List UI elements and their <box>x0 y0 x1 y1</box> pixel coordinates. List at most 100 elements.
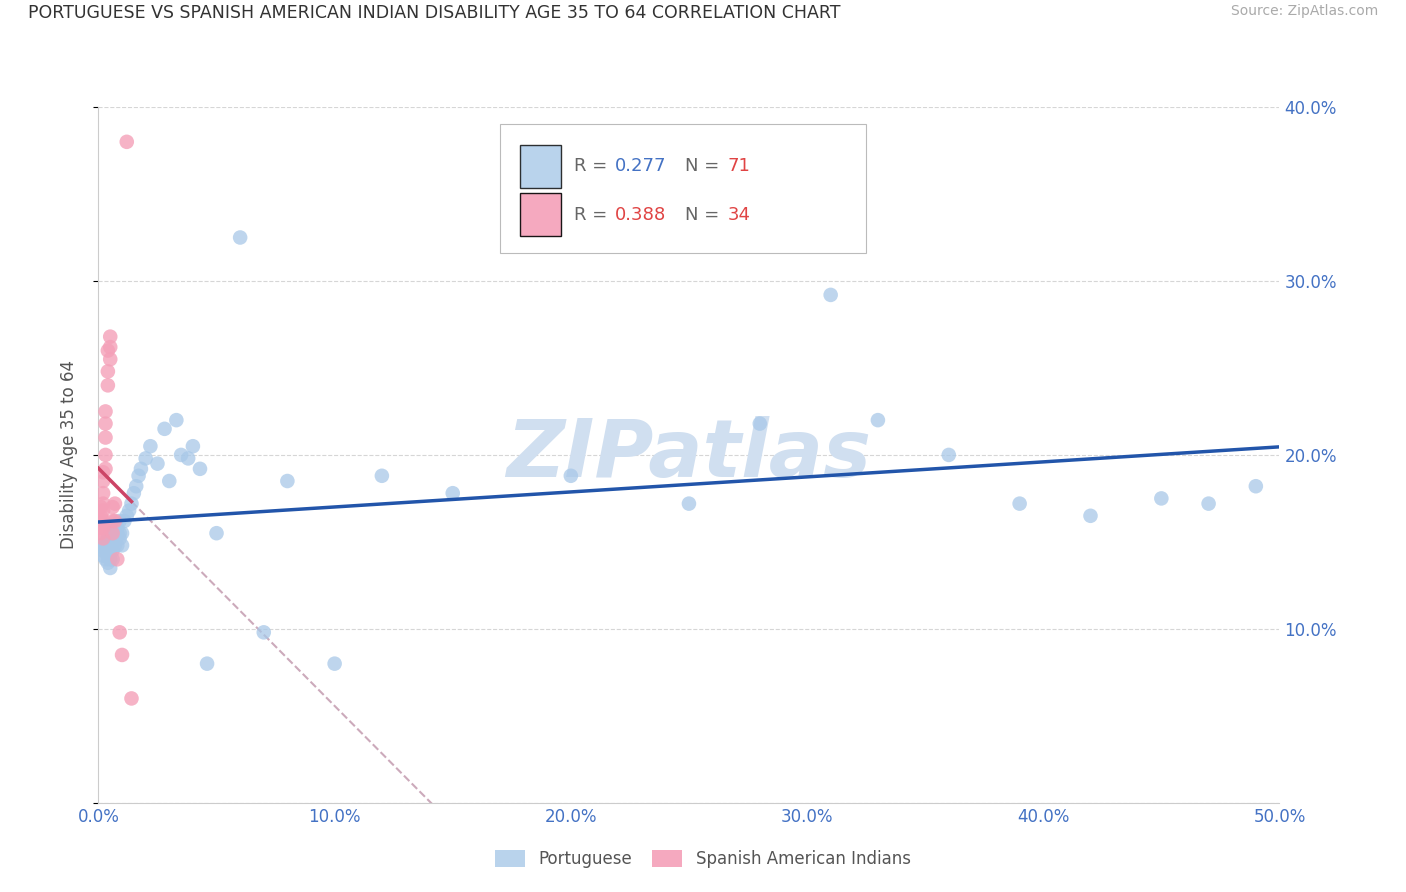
Point <box>1080 508 1102 523</box>
Text: Source: ZipAtlas.com: Source: ZipAtlas.com <box>1230 4 1378 19</box>
Point <box>104 532 127 546</box>
Point <box>101 526 124 541</box>
Point <box>111 538 134 552</box>
Point <box>105 552 128 566</box>
Point <box>94 431 117 445</box>
Point <box>101 543 124 558</box>
Point <box>98 552 121 566</box>
Point <box>170 448 193 462</box>
Point <box>115 135 138 149</box>
Point <box>104 526 127 541</box>
Point <box>104 521 127 535</box>
Point <box>104 497 127 511</box>
Point <box>111 648 134 662</box>
Point <box>101 500 124 514</box>
Point <box>105 538 128 552</box>
Point <box>97 378 120 392</box>
Point <box>94 462 117 476</box>
Point <box>146 457 169 471</box>
Point <box>104 538 127 552</box>
Point <box>91 521 114 535</box>
FancyBboxPatch shape <box>520 145 561 187</box>
Point <box>91 503 114 517</box>
Point <box>205 526 228 541</box>
Text: R =: R = <box>575 206 613 224</box>
Point <box>97 532 120 546</box>
Point <box>111 526 134 541</box>
Point <box>97 364 120 378</box>
Point <box>181 439 204 453</box>
Point <box>371 468 394 483</box>
Point <box>94 417 117 431</box>
Text: PORTUGUESE VS SPANISH AMERICAN INDIAN DISABILITY AGE 35 TO 64 CORRELATION CHART: PORTUGUESE VS SPANISH AMERICAN INDIAN DI… <box>28 4 841 22</box>
Point <box>938 448 960 462</box>
Point <box>98 538 121 552</box>
Point <box>98 340 121 354</box>
Point <box>91 543 114 558</box>
Point <box>91 497 114 511</box>
Point <box>276 474 298 488</box>
Point <box>323 657 346 671</box>
Point <box>108 526 131 541</box>
Point <box>866 413 889 427</box>
Point <box>253 625 276 640</box>
Point <box>90 514 112 528</box>
Point <box>195 657 218 671</box>
Point <box>1198 497 1220 511</box>
FancyBboxPatch shape <box>520 194 561 236</box>
Legend: Portuguese, Spanish American Indians: Portuguese, Spanish American Indians <box>489 843 917 875</box>
Point <box>1008 497 1031 511</box>
Point <box>91 474 114 488</box>
Point <box>98 526 121 541</box>
Point <box>94 552 117 566</box>
Point <box>157 474 180 488</box>
Point <box>94 538 117 552</box>
Point <box>97 543 120 558</box>
Point <box>104 514 127 528</box>
Point <box>441 486 464 500</box>
Point <box>90 508 112 523</box>
Text: 34: 34 <box>728 206 751 224</box>
Point <box>90 521 112 535</box>
Point <box>165 413 187 427</box>
Point <box>115 508 138 523</box>
Point <box>121 497 143 511</box>
Point <box>98 543 121 558</box>
Text: R =: R = <box>575 157 613 175</box>
Point <box>94 543 117 558</box>
Point <box>125 479 148 493</box>
Point <box>820 288 842 302</box>
Point <box>94 534 117 549</box>
Point <box>678 497 700 511</box>
Point <box>98 329 121 343</box>
Point <box>129 462 152 476</box>
Point <box>90 526 112 541</box>
Text: ZIPatlas: ZIPatlas <box>506 416 872 494</box>
Point <box>94 448 117 462</box>
Point <box>188 462 211 476</box>
Point <box>94 404 117 418</box>
Text: 0.277: 0.277 <box>614 157 666 175</box>
Point <box>118 503 141 517</box>
Point <box>105 526 128 541</box>
Point <box>91 538 114 552</box>
Text: 71: 71 <box>728 157 751 175</box>
FancyBboxPatch shape <box>501 125 866 253</box>
Point <box>97 556 120 570</box>
Point <box>153 422 176 436</box>
Point <box>177 451 200 466</box>
Point <box>229 230 252 244</box>
Point <box>121 691 143 706</box>
Point <box>101 534 124 549</box>
Point <box>98 561 121 575</box>
Point <box>101 552 124 566</box>
Point <box>101 514 124 528</box>
Point <box>97 343 120 358</box>
Point <box>139 439 162 453</box>
Point <box>91 486 114 500</box>
Point <box>91 514 114 528</box>
Point <box>98 352 121 367</box>
Point <box>108 532 131 546</box>
Point <box>105 521 128 535</box>
Point <box>1150 491 1173 506</box>
